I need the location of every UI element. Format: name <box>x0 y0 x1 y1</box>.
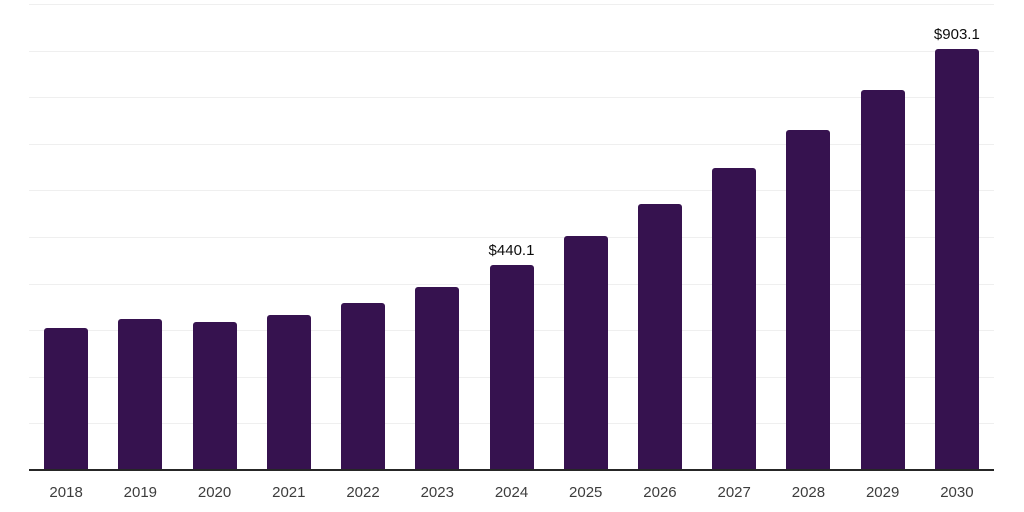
gridline <box>29 190 994 192</box>
value-label-2030: $903.1 <box>933 26 980 44</box>
x-tick-label-2019: 2019 <box>123 484 158 501</box>
bar-2021 <box>266 314 311 470</box>
x-tick-label-2020: 2020 <box>197 484 232 501</box>
bar-2028 <box>786 130 831 470</box>
x-tick-label-2029: 2029 <box>865 484 900 501</box>
x-tick-label-2024: 2024 <box>494 484 529 501</box>
bar-2019 <box>118 319 163 470</box>
x-tick-label-2027: 2027 <box>717 484 751 501</box>
bar-2026 <box>637 203 682 470</box>
x-tick-label-2023: 2023 <box>420 484 454 501</box>
bar-2025 <box>563 236 608 470</box>
x-axis-line <box>29 469 994 471</box>
bar-2023 <box>415 287 460 470</box>
plot-area: $440.1 $903.1 <box>29 4 994 470</box>
bar-2018 <box>44 327 89 470</box>
value-label-2024: $440.1 <box>488 241 535 259</box>
bar-2029 <box>860 90 905 470</box>
gridline <box>29 4 994 5</box>
bar-2020 <box>192 321 237 470</box>
gridline <box>29 237 994 238</box>
bar-2022 <box>341 303 386 470</box>
x-tick-label-2028: 2028 <box>791 484 826 501</box>
bar-2030 <box>934 49 979 470</box>
gridline <box>29 50 994 52</box>
bar-2024 <box>489 264 534 470</box>
x-tick-label-2022: 2022 <box>346 484 380 501</box>
bar-2027 <box>712 168 757 470</box>
gridline <box>29 97 994 99</box>
x-tick-label-2021: 2021 <box>272 484 306 501</box>
x-tick-label-2030: 2030 <box>940 484 974 501</box>
gridline <box>29 143 994 145</box>
x-tick-label-2026: 2026 <box>643 484 677 501</box>
x-tick-label-2018: 2018 <box>49 484 83 501</box>
x-tick-label-2025: 2025 <box>569 484 603 501</box>
